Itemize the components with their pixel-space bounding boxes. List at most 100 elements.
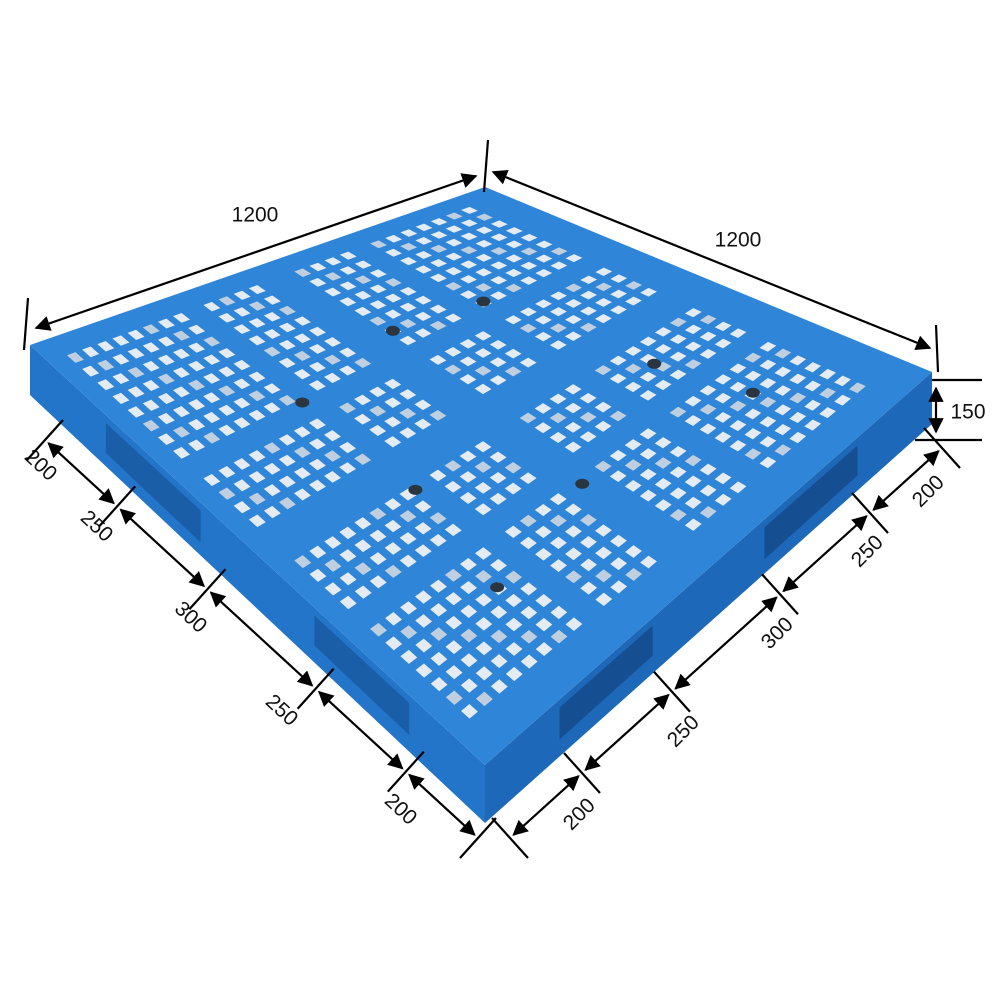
deck-grid-hole: [669, 508, 687, 522]
deck-grid-hole: [669, 466, 687, 479]
right-segment-label-1: 200: [908, 471, 949, 512]
deck-grid-hole: [475, 641, 493, 656]
left-segment-label-3: 300: [170, 597, 211, 638]
deck-grid-hole: [203, 411, 221, 424]
deck-grid-hole: [475, 213, 493, 221]
deck-grid-hole: [819, 407, 836, 419]
deck-grid-hole: [520, 629, 538, 644]
right-side-dimension-tick-4: [851, 492, 889, 534]
deck-grid-hole: [609, 410, 627, 422]
deck-grid-hole: [142, 380, 160, 391]
deck-grid-hole: [369, 575, 387, 589]
deck-grid-hole: [354, 394, 372, 406]
deck-grid-hole: [624, 439, 642, 451]
deck-grid-hole: [639, 489, 657, 502]
deck-grid-hole: [519, 357, 537, 368]
deck-grid-hole: [475, 666, 493, 681]
deck-grid-hole: [475, 239, 493, 248]
deck-grid-hole: [849, 382, 866, 394]
deck-grid-hole: [595, 592, 613, 606]
left-side-dimension-tick-3: [296, 668, 335, 710]
deck-grid-hole: [625, 567, 643, 581]
deck-grid-hole: [594, 420, 612, 432]
deck-grid-hole: [263, 462, 281, 475]
deck-grid-hole: [699, 463, 717, 476]
deck-grid-hole: [218, 424, 236, 437]
deck-grid-hole: [565, 617, 583, 632]
deck-grid-hole: [460, 604, 478, 619]
deck-grid-hole: [535, 594, 553, 608]
deck-grid-hole: [248, 390, 266, 402]
deck-grid-hole: [142, 360, 160, 372]
deck-grid-hole: [248, 492, 266, 505]
deck-grid-hole: [415, 638, 433, 653]
deck-grid-hole: [654, 499, 672, 512]
deck-grid-hole: [565, 547, 582, 561]
deck-grid-hole: [474, 441, 492, 453]
right-side-dimension-segment-3: [674, 596, 778, 690]
deck-grid-hole: [669, 351, 687, 362]
deck-grid-hole: [203, 336, 221, 347]
deck-grid-hole: [834, 394, 851, 406]
deck-grid-hole: [218, 348, 236, 359]
deck-grid-hole: [579, 513, 597, 527]
deck-grid-hole: [550, 605, 568, 620]
deck-grid-hole: [233, 501, 251, 514]
deck-grid-hole: [654, 437, 672, 449]
deck-grid-hole: [384, 519, 402, 533]
deck-grid-hole: [714, 374, 732, 385]
deck-grid-hole: [699, 506, 717, 519]
deck-grid-hole: [490, 629, 508, 644]
deck-grid-hole: [504, 461, 522, 474]
deck-grid-hole: [789, 431, 807, 444]
deck-grid-hole: [729, 381, 747, 393]
deck-grid-hole: [564, 421, 582, 433]
deck-grid-hole: [293, 446, 311, 459]
deck-grid-hole: [684, 359, 702, 370]
deck-grid-hole: [610, 580, 628, 594]
deck-grid-hole: [263, 442, 281, 454]
deck-grid-hole: [324, 582, 342, 596]
right-side-dimension-tick-0: [491, 817, 529, 859]
deck-grid-hole: [203, 354, 221, 365]
left-side-dimension-segment-5: [408, 773, 476, 836]
left-side-dimension-segment-4: [317, 690, 404, 770]
deck-grid-hole: [729, 420, 747, 432]
left-side-dimension-tick-2: [188, 568, 227, 610]
right-side-dimension-segment-1: [512, 775, 580, 836]
deck-grid-hole: [127, 329, 145, 341]
deck-grid-hole: [278, 434, 296, 446]
deck-grid-hole: [759, 396, 777, 408]
deck-grid-hole: [369, 405, 387, 417]
deck-grid-hole: [534, 403, 552, 414]
deck-grid-hole: [564, 441, 582, 453]
deck-grid-hole: [233, 479, 251, 492]
deck-grid-hole: [218, 366, 236, 377]
deck-grid-hole: [579, 411, 597, 423]
deck-grid-hole: [444, 523, 462, 537]
deck-grid-hole: [369, 529, 387, 543]
deck-grid-hole: [461, 704, 478, 719]
deck-grid-hole: [550, 536, 567, 550]
deck-grid-hole: [594, 365, 612, 376]
deck-grid-hole: [203, 473, 221, 487]
deck-grid-hole: [564, 503, 582, 516]
deck-grid-hole: [654, 477, 672, 490]
deck-grid-hole: [504, 525, 522, 538]
deck-grid-hole: [142, 342, 160, 353]
deck-grid-hole: [445, 665, 463, 680]
deck-grid-hole: [610, 557, 627, 571]
deck-grid-hole: [324, 470, 341, 483]
deck-grid-hole: [789, 392, 807, 404]
deck-grid-hole: [744, 448, 762, 460]
deck-grid-hole: [308, 458, 326, 471]
deck-grid-hole: [233, 458, 251, 470]
deck-grid-hole: [430, 579, 447, 593]
deck-grid-hole: [445, 640, 463, 655]
deck-grid-hole: [475, 253, 493, 262]
anti-slip-pad: [575, 478, 590, 489]
deck-grid-hole: [594, 460, 612, 473]
deck-grid-hole: [142, 399, 160, 411]
left-side-dimension-tick-0: [26, 419, 64, 461]
